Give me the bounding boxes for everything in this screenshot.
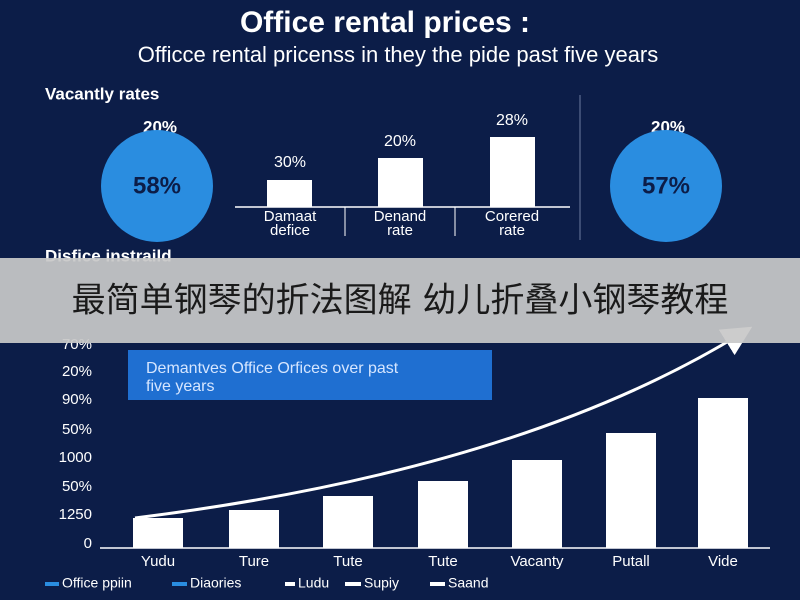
circle-value: 57% bbox=[642, 172, 690, 199]
section-heading: Vacantly rates bbox=[45, 84, 159, 103]
title: Office rental prices : bbox=[240, 6, 530, 39]
bar bbox=[418, 481, 468, 548]
bar bbox=[490, 137, 535, 207]
category-label: Vide bbox=[708, 553, 738, 570]
legend-label: Supiy bbox=[364, 575, 399, 591]
legend-label: Ludu bbox=[298, 575, 329, 591]
axis-label: 50% bbox=[62, 478, 92, 495]
callout-text: five years bbox=[146, 378, 214, 395]
bar-label: 28% bbox=[496, 112, 528, 129]
callout-box bbox=[128, 350, 492, 400]
category-label: rate bbox=[499, 222, 525, 239]
axis-label: 50% bbox=[62, 421, 92, 438]
banner-text: 最简单钢琴的折法图解 幼儿折叠小钢琴教程 bbox=[72, 281, 729, 321]
stat-circle bbox=[610, 130, 722, 242]
axis-label: 0 bbox=[84, 535, 92, 552]
axis-label: 1000 bbox=[59, 449, 92, 466]
bar bbox=[133, 518, 183, 548]
legend-label: Diaories bbox=[190, 575, 241, 591]
subtitle: Officce rental pricenss in they the pide… bbox=[138, 42, 659, 67]
bar bbox=[606, 433, 656, 548]
callout-text: Demantves Office Orfices over past bbox=[146, 360, 399, 377]
axis-label: 20% bbox=[62, 363, 92, 380]
category-label: Tute bbox=[428, 553, 457, 570]
bar-label: 30% bbox=[274, 154, 306, 171]
legend-label: Saand bbox=[448, 575, 488, 591]
axis-label: 90% bbox=[62, 391, 92, 408]
category-label: Yudu bbox=[141, 553, 175, 570]
banner bbox=[0, 258, 800, 343]
legend-label: Office ppiin bbox=[62, 575, 132, 591]
bar bbox=[378, 158, 423, 207]
trend-arrow bbox=[134, 326, 753, 520]
bar-label: 20% bbox=[384, 133, 416, 150]
category-label: defice bbox=[270, 222, 310, 239]
category-label: Damaat bbox=[264, 208, 317, 225]
category-labels: Yudu Ture Tute Tute Vacanty Putall Vide bbox=[141, 553, 738, 570]
category-label: Vacanty bbox=[510, 553, 564, 570]
category-label: Putall bbox=[612, 553, 650, 570]
category-label: Corered bbox=[485, 208, 539, 225]
bar bbox=[229, 510, 279, 548]
bar bbox=[698, 398, 748, 548]
bar bbox=[323, 496, 373, 548]
circle-value: 58% bbox=[133, 172, 181, 199]
stat-circle bbox=[101, 130, 213, 242]
category-label: rate bbox=[387, 222, 413, 239]
category-label: Tute bbox=[333, 553, 362, 570]
category-label: Ture bbox=[239, 553, 269, 570]
category-label: Denand bbox=[374, 208, 427, 225]
axis-label: 1250 bbox=[59, 506, 92, 523]
legend: Office ppiin Diaories Ludu Supiy Saand bbox=[45, 575, 488, 591]
bar bbox=[512, 460, 562, 548]
bar bbox=[267, 180, 312, 207]
